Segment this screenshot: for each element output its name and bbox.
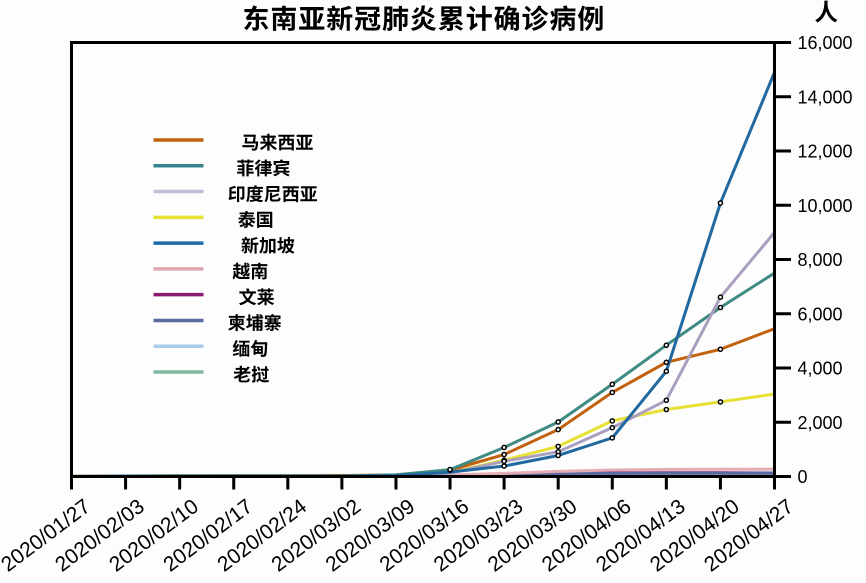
svg-text:16,000: 16,000 — [798, 33, 853, 53]
svg-text:14,000: 14,000 — [798, 87, 853, 107]
svg-text:2,000: 2,000 — [798, 413, 843, 433]
svg-text:6,000: 6,000 — [798, 304, 843, 324]
svg-text:4,000: 4,000 — [798, 359, 843, 379]
svg-text:8,000: 8,000 — [798, 250, 843, 270]
svg-text:10,000: 10,000 — [798, 196, 853, 216]
svg-text:12,000: 12,000 — [798, 142, 853, 162]
svg-text:0: 0 — [798, 467, 808, 487]
